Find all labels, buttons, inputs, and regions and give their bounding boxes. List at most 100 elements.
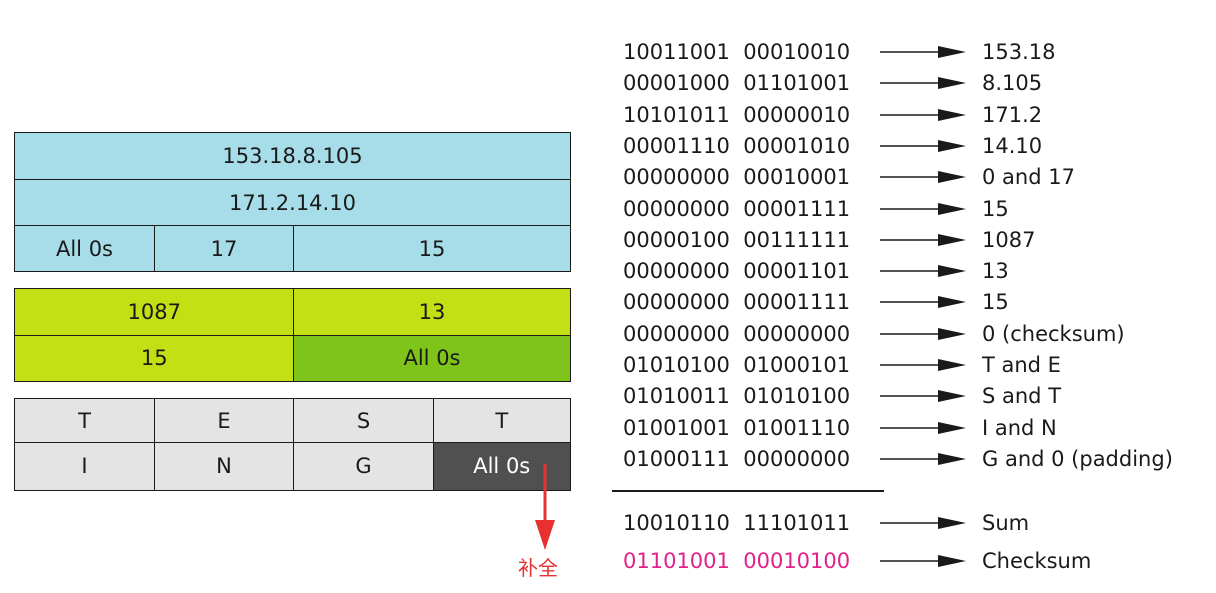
decoded-value: 14.10: [982, 133, 1043, 158]
data-char-field: G: [293, 441, 434, 491]
data-char-field: E: [153, 398, 295, 443]
calc-row: 00000000 00001111 15: [0, 194, 1216, 224]
decoded-value: Sum: [982, 511, 1030, 535]
padding-field: All 0s: [432, 441, 571, 491]
arrow-right-icon: [880, 139, 966, 152]
udp-length-field: 15: [293, 225, 571, 272]
arrow-right-icon: [880, 421, 966, 434]
decoded-value: I and N: [982, 415, 1057, 440]
data-char-field: T: [432, 398, 571, 443]
decoded-value: 171.2: [982, 102, 1043, 127]
decoded-value: 153.18: [982, 40, 1056, 64]
length-field: 15: [14, 334, 295, 382]
source-ip-value: 153.18.8.105: [222, 144, 363, 168]
binary-word: 10101011 00000010: [623, 102, 851, 127]
data-char: I: [81, 454, 88, 478]
zeros-field: All 0s: [14, 225, 155, 272]
decoded-value: 0 (checksum): [982, 321, 1125, 346]
decoded-value: 1087: [982, 227, 1036, 252]
binary-word: 00000000 00001111: [623, 290, 851, 315]
sum-divider: [612, 490, 884, 492]
calc-row: 01010100 01000101 T and E: [0, 350, 1216, 380]
source-ip-field: 153.18.8.105: [14, 132, 571, 180]
checksum-field: All 0s: [293, 334, 571, 382]
data-char: T: [495, 408, 509, 433]
data-char-field: T: [14, 398, 155, 443]
decoded-value: 8.105: [982, 71, 1043, 96]
arrow-right-icon: [880, 296, 966, 309]
sum-row: 10010110 11101011 Sum: [0, 508, 1216, 538]
binary-word: 00000000 00000000: [623, 321, 851, 346]
destination-ip-value: 171.2.14.10: [229, 190, 356, 215]
arrow-right-icon: [880, 517, 966, 529]
binary-word: 00000100 00111111: [623, 227, 851, 252]
calc-row: 00001110 00001010 14.10: [0, 131, 1216, 161]
data-char-field: I: [14, 441, 155, 491]
arrow-right-icon: [880, 77, 966, 90]
zeros-value: All 0s: [55, 236, 113, 261]
arrow-right-icon: [880, 265, 966, 278]
protocol-field: 17: [153, 225, 295, 272]
length-value: 15: [140, 346, 168, 370]
calc-row: 00000000 00000000 0 (checksum): [0, 319, 1216, 349]
calc-row: 00000100 00111111 1087: [0, 225, 1216, 255]
calc-row: 00000000 00001101 13: [0, 256, 1216, 286]
decoded-value: 0 and 17: [982, 165, 1075, 190]
arrow-right-icon: [880, 327, 966, 340]
udp-length-value: 15: [418, 236, 446, 261]
decoded-value: G and 0 (padding): [982, 446, 1173, 471]
calc-row: 00000000 00001111 15: [0, 287, 1216, 317]
data-char: G: [355, 454, 372, 478]
decoded-value: Checksum: [982, 549, 1092, 573]
padding-value: All 0s: [473, 454, 531, 478]
arrow-down-icon: [535, 464, 555, 550]
binary-word: 10010110 11101011: [623, 511, 851, 535]
calc-row: 01001001 01001110 I and N: [0, 413, 1216, 443]
calc-row: 10101011 00000010 171.2: [0, 100, 1216, 130]
data-char: S: [356, 408, 371, 433]
binary-word: 01001001 01001110: [623, 415, 851, 440]
arrow-right-icon: [880, 452, 966, 465]
arrow-right-icon: [880, 108, 966, 121]
calc-row: 01010011 01010100 S and T: [0, 381, 1216, 411]
binary-word: 01000111 00000000: [623, 446, 851, 471]
complement-note: 补全: [518, 556, 558, 580]
binary-word: 00000000 00001101: [623, 259, 851, 284]
checksum-row: 01101001 00010100 Checksum: [0, 546, 1216, 576]
destination-port-value: 13: [418, 300, 446, 324]
calc-row: 10011001 00010010 153.18: [0, 37, 1216, 67]
binary-word: 01010011 01010100: [623, 384, 851, 409]
data-char-field: N: [153, 441, 295, 491]
data-char: N: [216, 454, 232, 478]
data-char: E: [217, 408, 231, 433]
data-char: T: [78, 408, 91, 433]
calc-row: 01000111 00000000 G and 0 (padding): [0, 444, 1216, 474]
arrow-right-icon: [880, 359, 966, 371]
data-char-field: S: [293, 398, 434, 443]
binary-word: 01101001 00010100: [623, 549, 851, 573]
protocol-value: 17: [210, 236, 238, 261]
calc-row: 00001000 01101001 8.105: [0, 68, 1216, 98]
binary-word: 00000000 00010001: [623, 165, 851, 190]
binary-word: 00001000 01101001: [623, 71, 851, 96]
decoded-value: T and E: [982, 353, 1061, 377]
arrow-right-icon: [880, 202, 966, 215]
binary-word: 01010100 01000101: [623, 353, 851, 377]
checksum-value: All 0s: [403, 346, 461, 370]
binary-word: 00001110 00001010: [623, 133, 851, 158]
arrow-right-icon: [880, 390, 966, 403]
decoded-value: S and T: [982, 384, 1062, 409]
destination-port-field: 13: [293, 288, 571, 336]
decoded-value: 13: [982, 259, 1009, 284]
arrow-right-icon: [880, 555, 966, 567]
decoded-value: 15: [982, 290, 1009, 315]
arrow-right-icon: [880, 171, 966, 184]
arrow-right-icon: [880, 233, 966, 246]
calc-row: 00000000 00010001 0 and 17: [0, 162, 1216, 192]
decoded-value: 15: [982, 196, 1009, 221]
binary-word: 00000000 00001111: [623, 196, 851, 221]
binary-word: 10011001 00010010: [623, 40, 851, 64]
source-port-field: 1087: [14, 288, 295, 336]
source-port-value: 1087: [127, 300, 181, 324]
arrow-right-icon: [880, 46, 966, 58]
